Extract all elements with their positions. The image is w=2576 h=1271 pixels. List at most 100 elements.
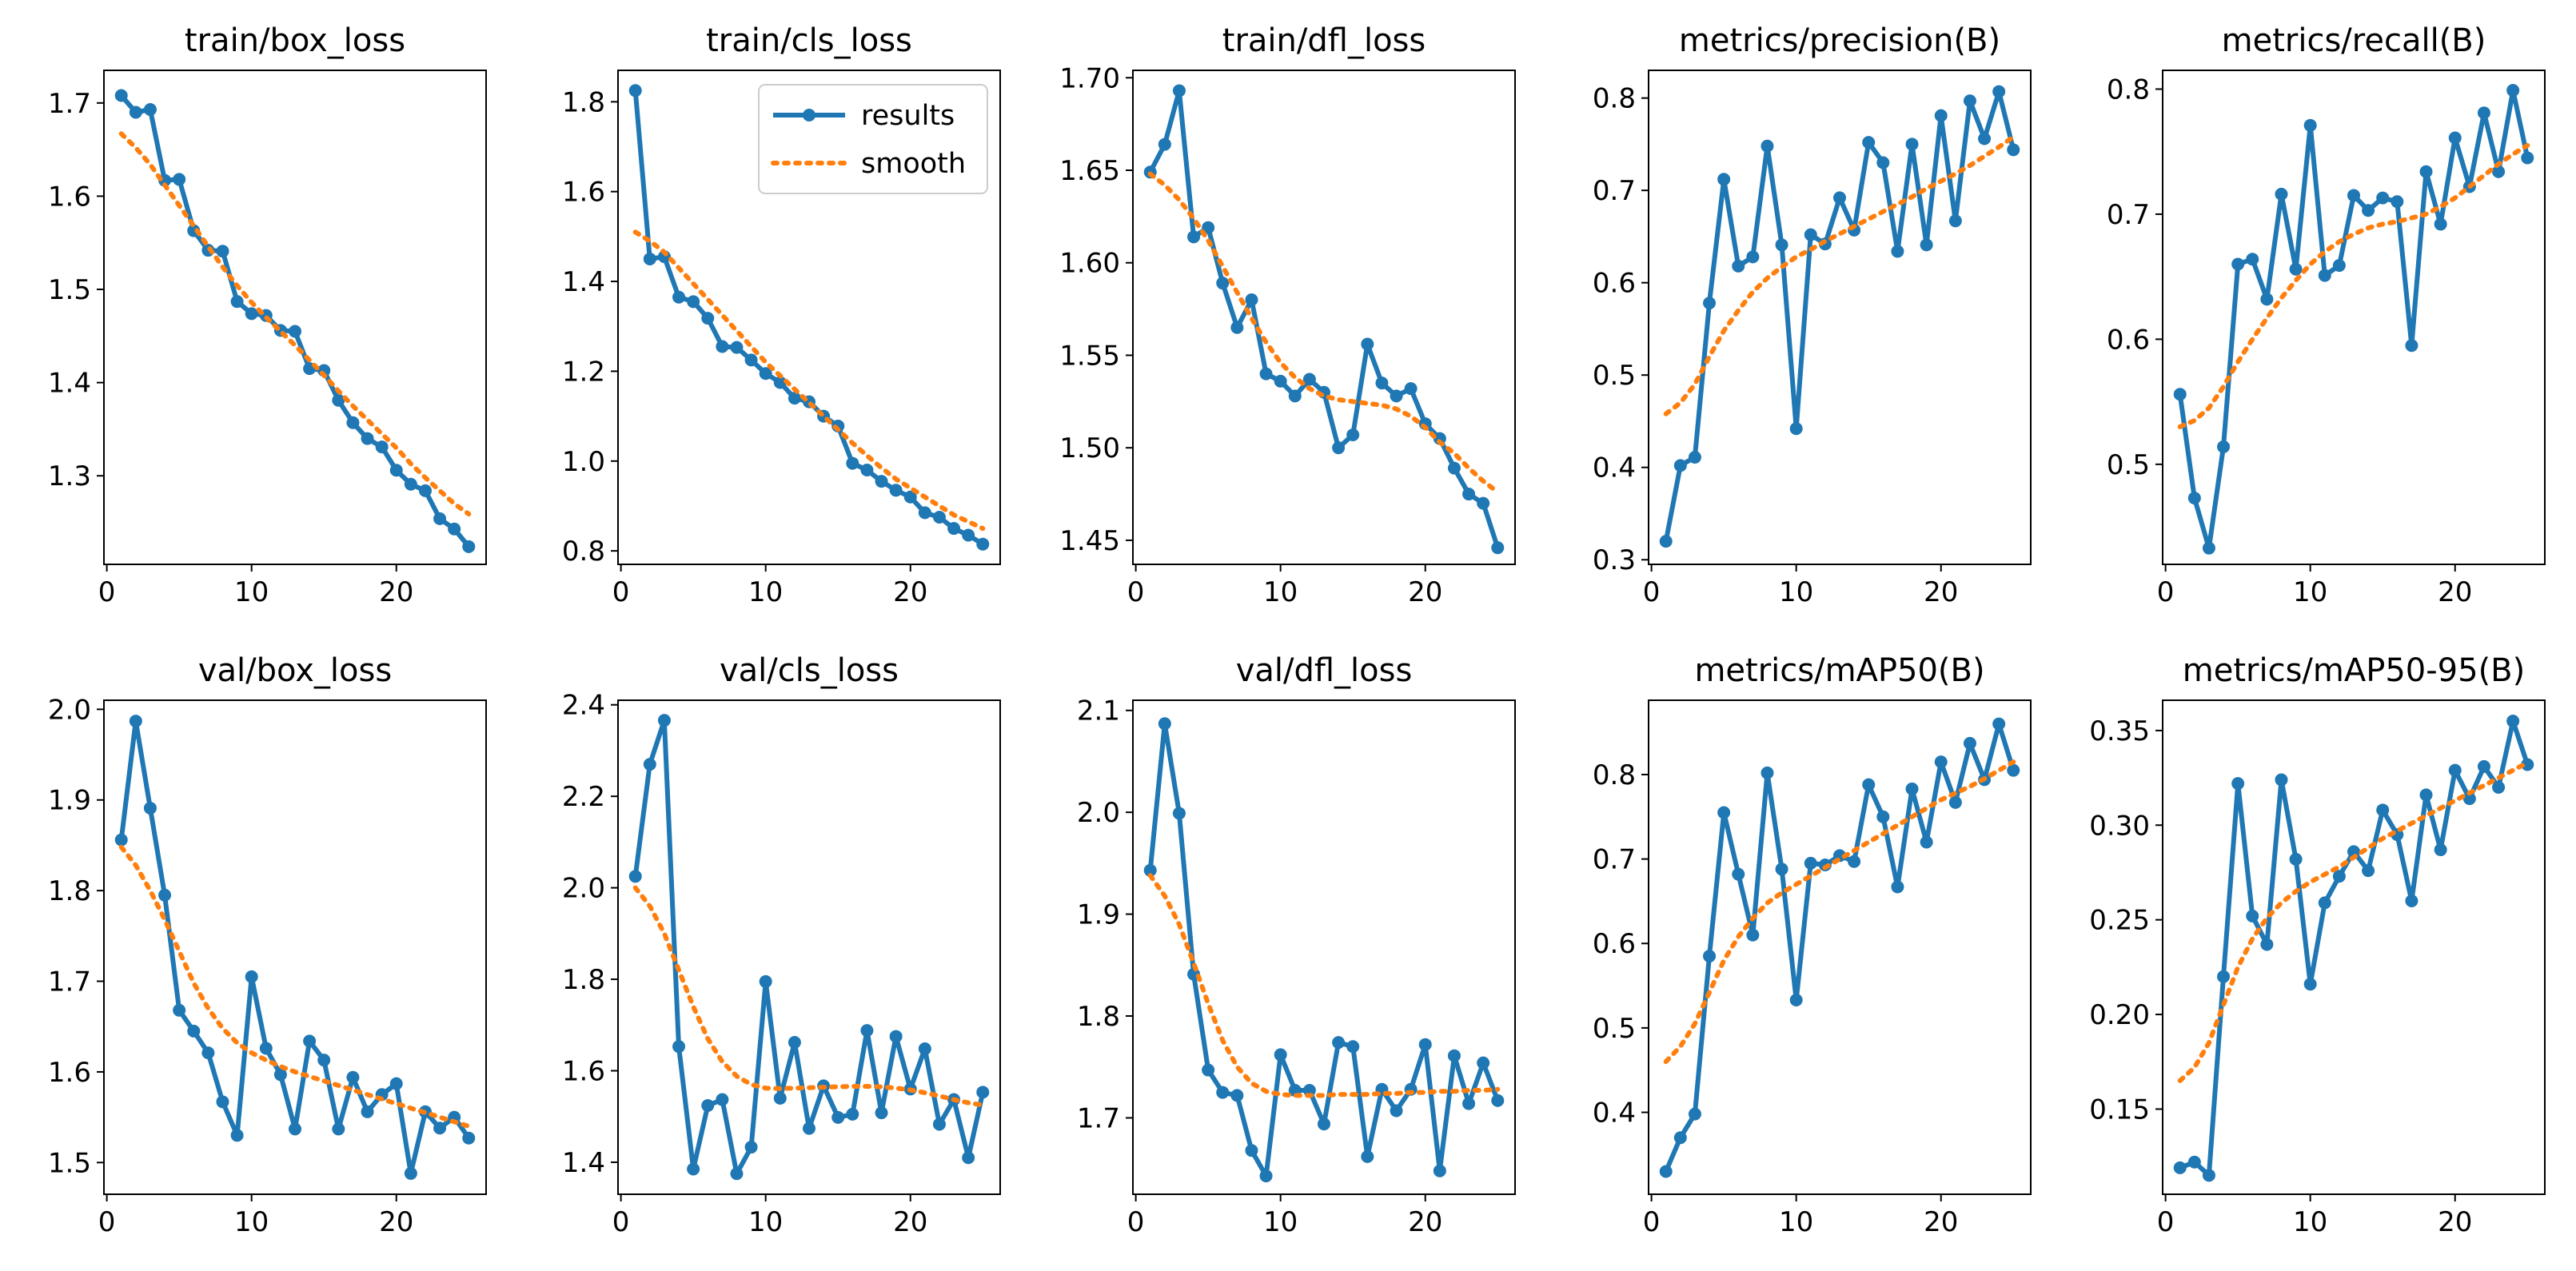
results-point [1920, 238, 1933, 252]
results-point [2202, 541, 2215, 555]
results-point [361, 1105, 374, 1118]
subplot-metrics-precision-b: metrics/precision(B) 0 10 20 0.3 0.4 0.5 0.6 0.7… [1593, 22, 2032, 608]
results-point [1992, 717, 2006, 731]
y-tick-label: 0.8 [1593, 759, 1636, 791]
results-point [2434, 217, 2447, 231]
results-point [448, 522, 461, 536]
results-point [2521, 758, 2534, 771]
results-point [1245, 1144, 1258, 1157]
results-point [1288, 389, 1302, 403]
results-point [1404, 382, 1418, 396]
x-tick-label: 10 [748, 1206, 783, 1238]
results-line [1147, 721, 1501, 1179]
y-tick-label: 1.3 [48, 460, 91, 492]
results-point [1216, 277, 1230, 290]
results-point [1717, 806, 1731, 819]
results-point [1332, 1036, 1346, 1050]
results-point [643, 758, 656, 771]
results-point [2506, 84, 2520, 98]
y-tick-label: 1.2 [562, 356, 605, 388]
y-tick-label: 1.8 [562, 964, 605, 996]
axes-frame [1648, 70, 2032, 565]
results-point [962, 1151, 975, 1165]
results-point [2246, 909, 2259, 922]
results-point [2289, 852, 2303, 866]
smooth-line [2177, 760, 2530, 1083]
y-tick-label: 0.8 [2107, 74, 2150, 106]
results-point [1804, 856, 1817, 870]
results-point [1172, 84, 1186, 98]
y-tick-label: 0.25 [2089, 905, 2150, 937]
results-point [1948, 214, 1962, 228]
y-tick-label: 2.0 [1077, 797, 1120, 829]
results-point [2521, 151, 2534, 165]
results-point [2405, 339, 2418, 353]
results-point [788, 392, 801, 405]
y-tick-label: 1.7 [1077, 1102, 1120, 1134]
results-point [628, 870, 642, 883]
results-point [2318, 269, 2331, 282]
x-tick-label: 20 [379, 576, 413, 608]
results-point [2332, 259, 2346, 273]
results-point [2303, 118, 2317, 132]
y-tick-label: 1.7 [48, 966, 91, 998]
legend-box [758, 84, 988, 194]
y-tick-label: 1.60 [1059, 248, 1120, 280]
smooth-line [118, 131, 472, 516]
results-point [245, 307, 258, 321]
results-point [701, 312, 715, 325]
results-point [158, 888, 172, 902]
y-tick-label: 2.2 [562, 781, 605, 813]
y-tick-label: 0.6 [2107, 324, 2150, 356]
x-tick-label: 10 [2293, 576, 2327, 608]
subplot-title: train/dfl_loss [1222, 22, 1426, 59]
x-tick-label: 0 [2157, 1206, 2175, 1238]
results-point [1659, 535, 1673, 548]
results-point [114, 833, 128, 847]
results-point [1477, 1056, 1490, 1070]
y-tick-label: 2.4 [562, 690, 605, 722]
results-point [788, 1036, 801, 1050]
results-point [1390, 389, 1403, 403]
subplot-title: val/cls_loss [720, 652, 899, 689]
results-point [889, 484, 903, 497]
y-tick-label: 1.8 [562, 86, 605, 118]
results-point [759, 974, 772, 988]
results-point [289, 1122, 301, 1136]
x-tick-label: 0 [1127, 576, 1145, 608]
results-point [259, 1042, 273, 1055]
results-point [2303, 978, 2317, 991]
y-tick-label: 0.8 [1593, 83, 1636, 115]
x-tick-label: 0 [1127, 1206, 1145, 1238]
axes-frame [2162, 70, 2546, 565]
results-point [1447, 461, 1461, 475]
results-point [918, 1042, 931, 1056]
results-point [846, 456, 859, 470]
y-tick-label: 1.6 [562, 177, 605, 209]
results-point [1462, 488, 1476, 501]
results-point [1259, 367, 1273, 381]
results-point [2362, 864, 2375, 878]
results-point [2007, 763, 2020, 777]
x-tick-label: 20 [1408, 1206, 1442, 1238]
results-point [2362, 204, 2375, 217]
smooth-line [118, 844, 472, 1129]
y-tick-label: 0.7 [1593, 844, 1636, 876]
results-point [2448, 763, 2462, 777]
x-tick-label: 20 [1924, 1206, 1958, 1238]
x-tick-label: 10 [234, 576, 269, 608]
results-point [404, 477, 417, 491]
results-point [2246, 253, 2259, 266]
results-point [672, 1040, 686, 1054]
results-point [1862, 778, 1876, 791]
y-tick-label: 2.0 [562, 873, 605, 905]
results-point [129, 715, 142, 728]
y-tick-label: 0.4 [1593, 1098, 1636, 1130]
x-tick-label: 10 [2293, 1206, 2327, 1238]
results-point [173, 1003, 186, 1017]
y-tick-label: 1.50 [1059, 432, 1120, 464]
legend-smooth-label: smooth [861, 148, 966, 180]
results-point [976, 1086, 990, 1099]
results-point [1833, 191, 1846, 205]
x-tick-label: 10 [1779, 1206, 1813, 1238]
